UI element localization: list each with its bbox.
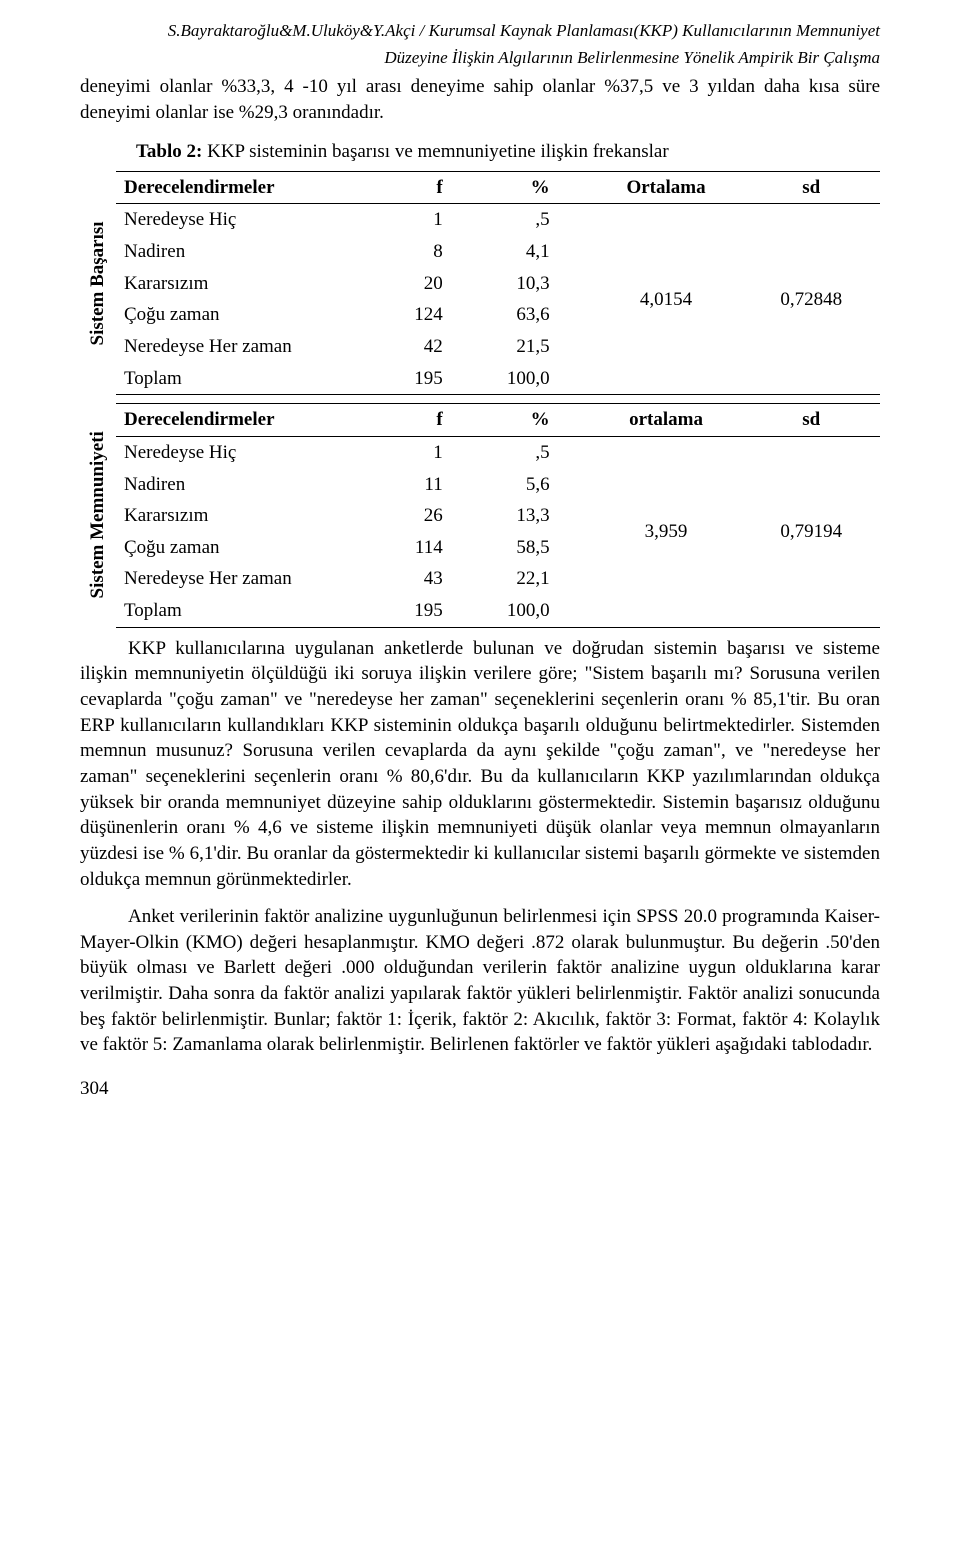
table1-wrapper: Sistem Başarısı Derecelendirmeler f % Or… (80, 171, 880, 395)
cell-ort: 4,0154 (590, 204, 743, 395)
cell-f: 114 (376, 532, 483, 564)
cell-label: Toplam (116, 595, 376, 627)
cell-pct: ,5 (483, 204, 590, 236)
cell-f: 42 (376, 331, 483, 363)
table1-vertical-label: Sistem Başarısı (80, 171, 116, 395)
table2-h-sd: sd (742, 404, 880, 437)
cell-f: 1 (376, 436, 483, 468)
table1: Derecelendirmeler f % Ortalama sd Nerede… (116, 171, 880, 395)
table1-h-ort: Ortalama (590, 171, 743, 204)
table2-header-row: Derecelendirmeler f % ortalama sd (116, 404, 880, 437)
cell-label: Kararsızım (116, 268, 376, 300)
table-row: Neredeyse Hiç 1 ,5 3,959 0,79194 (116, 436, 880, 468)
cell-label: Nadiren (116, 469, 376, 501)
cell-label: Nadiren (116, 236, 376, 268)
cell-label: Neredeyse Her zaman (116, 331, 376, 363)
page-number: 304 (80, 1076, 880, 1102)
cell-pct: 21,5 (483, 331, 590, 363)
table2-h-pct: % (483, 404, 590, 437)
cell-f: 11 (376, 469, 483, 501)
table-row: Neredeyse Hiç 1 ,5 4,0154 0,72848 (116, 204, 880, 236)
cell-f: 195 (376, 363, 483, 395)
cell-pct: 63,6 (483, 299, 590, 331)
cell-sd: 0,79194 (742, 436, 880, 627)
cell-pct: 100,0 (483, 363, 590, 395)
table1-header-row: Derecelendirmeler f % Ortalama sd (116, 171, 880, 204)
table2-h-ort: ortalama (590, 404, 743, 437)
cell-ort: 3,959 (590, 436, 743, 627)
cell-f: 26 (376, 500, 483, 532)
cell-pct: ,5 (483, 436, 590, 468)
cell-f: 1 (376, 204, 483, 236)
cell-label: Neredeyse Her zaman (116, 563, 376, 595)
cell-sd: 0,72848 (742, 204, 880, 395)
cell-pct: 100,0 (483, 595, 590, 627)
table2-wrapper: Sistem Memnuniyeti Derecelendirmeler f %… (80, 403, 880, 627)
cell-label: Çoğu zaman (116, 532, 376, 564)
cell-f: 20 (376, 268, 483, 300)
cell-label: Neredeyse Hiç (116, 204, 376, 236)
table-caption-label: Tablo 2: (136, 141, 207, 162)
cell-f: 124 (376, 299, 483, 331)
cell-label: Toplam (116, 363, 376, 395)
table2-vertical-label: Sistem Memnuniyeti (80, 403, 116, 627)
table1-h-pct: % (483, 171, 590, 204)
table-caption: Tablo 2: KKP sisteminin başarısı ve memn… (136, 139, 880, 165)
cell-label: Kararsızım (116, 500, 376, 532)
table1-h-label: Derecelendirmeler (116, 171, 376, 204)
table2-h-f: f (376, 404, 483, 437)
body-paragraph-2: Anket verilerinin faktör analizine uygun… (80, 904, 880, 1058)
intro-paragraph: deneyimi olanlar %33,3, 4 -10 yıl arası … (80, 74, 880, 125)
table2-h-label: Derecelendirmeler (116, 404, 376, 437)
cell-label: Çoğu zaman (116, 299, 376, 331)
header-citation-line1: S.Bayraktaroğlu&M.Uluköy&Y.Akçi / Kurums… (80, 20, 880, 43)
cell-f: 195 (376, 595, 483, 627)
cell-pct: 22,1 (483, 563, 590, 595)
table1-h-f: f (376, 171, 483, 204)
cell-pct: 10,3 (483, 268, 590, 300)
cell-f: 8 (376, 236, 483, 268)
header-citation-line2: Düzeyine İlişkin Algılarının Belirlenmes… (80, 47, 880, 70)
cell-f: 43 (376, 563, 483, 595)
body-paragraph-1: KKP kullanıcılarına uygulanan anketlerde… (80, 636, 880, 892)
cell-pct: 5,6 (483, 469, 590, 501)
table2: Derecelendirmeler f % ortalama sd Nerede… (116, 403, 880, 627)
cell-label: Neredeyse Hiç (116, 436, 376, 468)
table1-h-sd: sd (742, 171, 880, 204)
cell-pct: 13,3 (483, 500, 590, 532)
cell-pct: 4,1 (483, 236, 590, 268)
cell-pct: 58,5 (483, 532, 590, 564)
table-caption-text: KKP sisteminin başarısı ve memnuniyetine… (207, 141, 669, 162)
